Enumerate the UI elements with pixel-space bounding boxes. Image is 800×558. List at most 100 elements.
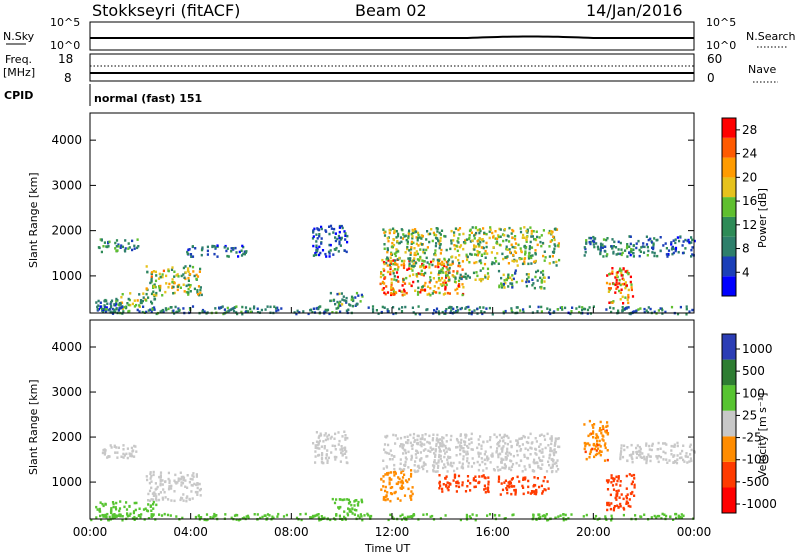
heatmap-cell — [617, 477, 620, 480]
heatmap-cell — [454, 227, 457, 230]
heatmap-cell — [275, 309, 278, 313]
heatmap-cell — [567, 517, 570, 520]
heatmap-cell — [583, 441, 586, 445]
heatmap-cell — [422, 263, 425, 267]
heatmap-cell — [401, 237, 405, 240]
heatmap-cell — [610, 514, 613, 518]
heatmap-cell — [450, 263, 453, 267]
heatmap-cell — [199, 291, 202, 295]
heatmap-cell — [396, 482, 399, 486]
heatmap-cell — [514, 490, 517, 494]
heatmap-cell — [525, 280, 528, 284]
heatmap-cell — [621, 251, 624, 255]
heatmap-cell — [453, 234, 456, 237]
heatmap-cell — [110, 508, 113, 512]
heatmap-cell — [151, 308, 154, 311]
heatmap-cell — [516, 475, 519, 479]
heatmap-cell — [317, 516, 320, 519]
heatmap-cell — [506, 434, 509, 438]
heatmap-cell — [603, 459, 607, 462]
colorbar-segment — [722, 137, 736, 158]
heatmap-cell — [649, 459, 652, 463]
heatmap-cell — [672, 455, 675, 458]
heatmap-cell — [340, 236, 343, 240]
heatmap-cell — [596, 444, 599, 447]
heatmap-cell — [456, 249, 459, 253]
heatmap-cell — [388, 229, 391, 232]
heatmap-cell — [142, 296, 145, 299]
heatmap-cell — [195, 273, 198, 277]
heatmap-cell — [540, 281, 543, 284]
heatmap-cell — [135, 450, 138, 453]
heatmap-cell — [403, 468, 406, 471]
heatmap-cell — [604, 446, 607, 450]
heatmap-cell — [671, 245, 674, 249]
heatmap-cell — [551, 230, 554, 234]
heatmap-cell — [523, 244, 527, 248]
heatmap-cell — [638, 254, 641, 258]
heatmap-cell — [119, 513, 122, 517]
heatmap-cell — [670, 449, 673, 452]
heatmap-cell — [147, 309, 150, 312]
heatmap-cell — [316, 247, 319, 251]
heatmap-cell — [393, 252, 396, 255]
heatmap-cell — [434, 244, 437, 248]
heatmap-cell — [342, 295, 345, 298]
heatmap-cell — [606, 458, 609, 462]
heatmap-cell — [431, 437, 435, 440]
heatmap-cell — [628, 454, 631, 457]
heatmap-cell — [457, 264, 460, 268]
heatmap-cell — [434, 265, 437, 268]
heatmap-cell — [115, 307, 118, 310]
heatmap-cell — [613, 240, 616, 244]
heatmap-cell — [139, 299, 143, 302]
heatmap-cell — [344, 232, 347, 235]
heatmap-cell — [324, 252, 327, 256]
heatmap-cell — [482, 239, 485, 243]
heatmap-cell — [191, 255, 195, 258]
heatmap-cell — [323, 445, 326, 448]
heatmap-cell — [458, 461, 461, 464]
heatmap-cell — [510, 309, 513, 312]
heatmap-cell — [647, 306, 650, 309]
heatmap-cell — [410, 267, 413, 270]
heatmap-cell — [101, 513, 104, 517]
heatmap-cell — [501, 233, 505, 236]
heatmap-cell — [467, 446, 470, 449]
heatmap-cell — [384, 435, 387, 438]
heatmap-cell — [443, 257, 446, 261]
heatmap-cell — [390, 245, 393, 249]
heatmap-cell — [690, 459, 693, 463]
heatmap-cell — [540, 484, 543, 488]
heatmap-cell — [460, 306, 463, 310]
heatmap-cell — [186, 252, 189, 256]
heatmap-cell — [318, 233, 321, 236]
heatmap-cell — [444, 514, 447, 517]
heatmap-cell — [417, 272, 420, 275]
heatmap-cell — [626, 501, 630, 505]
heatmap-cell — [444, 288, 447, 291]
heatmap-cell — [188, 307, 192, 310]
heatmap-cell — [629, 250, 633, 253]
heatmap-cell — [429, 260, 433, 264]
heatmap-cell — [610, 481, 613, 484]
heatmap-cell — [639, 447, 642, 451]
heatmap-cell — [240, 310, 243, 314]
heatmap-cell — [487, 480, 490, 484]
heatmap-cell — [622, 282, 626, 286]
heatmap-cell — [592, 305, 595, 308]
heatmap-cell — [611, 238, 614, 241]
heatmap-cell — [432, 231, 435, 235]
heatmap-cell — [426, 285, 430, 288]
heatmap-cell — [422, 248, 425, 252]
heatmap-cell — [633, 494, 636, 497]
heatmap-cell — [447, 258, 451, 261]
heatmap-cell — [189, 264, 192, 268]
heatmap-cell — [336, 237, 339, 241]
heatmap-cell — [630, 286, 633, 289]
heatmap-cell — [123, 249, 126, 252]
heatmap-cell — [487, 476, 490, 479]
heatmap-cell — [483, 311, 486, 314]
heatmap-cell — [439, 517, 442, 520]
